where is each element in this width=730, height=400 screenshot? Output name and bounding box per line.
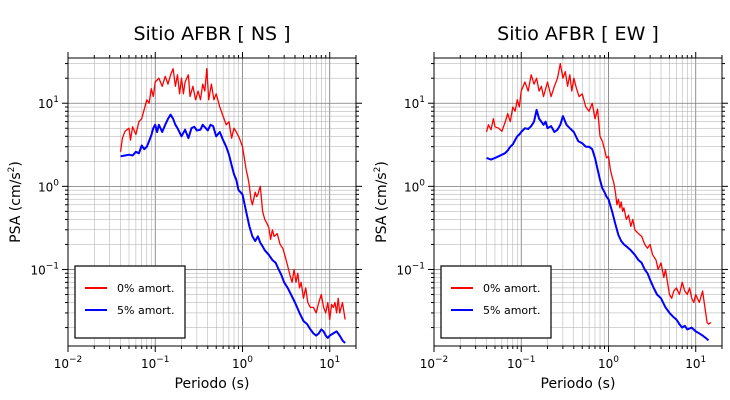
series-line-blue <box>486 108 710 342</box>
x-tick-label: 101 <box>319 355 340 371</box>
legend-box <box>74 265 186 339</box>
series-line-red <box>485 62 712 325</box>
x-tick-mantissa: 10 <box>232 357 247 371</box>
x-tick-mantissa: 10 <box>420 357 435 371</box>
series-line-red <box>119 68 346 321</box>
x-tick-exponent: 0 <box>247 355 253 365</box>
y-tick-mantissa: 10 <box>404 180 419 194</box>
y-tick-label: 10−1 <box>30 261 59 277</box>
y-tick-exponent: 1 <box>419 95 425 105</box>
y-axis-label-main: PSA (cm/s <box>8 172 24 242</box>
plot-frame <box>67 57 357 347</box>
y-tick-exponent: −1 <box>46 261 59 271</box>
x-tick-exponent: 1 <box>335 355 341 365</box>
x-tick-label: 101 <box>685 355 706 371</box>
legend-label: 5% amort. <box>117 304 174 317</box>
legend: 0% amort. 5% amort. <box>440 265 552 339</box>
x-tick-label: 10−2 <box>54 355 83 371</box>
y-tick-mantissa: 10 <box>38 97 53 111</box>
y-tick-mantissa: 10 <box>404 97 419 111</box>
legend-label: 5% amort. <box>483 304 540 317</box>
plot-frame <box>433 57 723 347</box>
legend-label: 0% amort. <box>117 282 174 295</box>
legend-label: 0% amort. <box>483 282 540 295</box>
x-axis-label: Periodo (s) <box>175 376 250 392</box>
chart-title: Sitio AFBR [ EW ] <box>497 23 659 45</box>
y-tick-mantissa: 10 <box>30 263 45 277</box>
y-tick-exponent: 0 <box>419 178 425 188</box>
x-tick-label: 10−1 <box>141 355 170 371</box>
x-tick-label: 10−2 <box>420 355 449 371</box>
y-tick-label: 10−1 <box>396 261 425 277</box>
x-tick-mantissa: 10 <box>141 357 156 371</box>
x-tick-exponent: −2 <box>435 355 448 365</box>
y-tick-mantissa: 10 <box>396 263 411 277</box>
y-tick-exponent: 1 <box>53 95 59 105</box>
y-tick-label: 101 <box>38 95 59 111</box>
x-tick-exponent: 0 <box>613 355 619 365</box>
y-tick-label: 101 <box>404 95 425 111</box>
y-tick-exponent: −1 <box>412 261 425 271</box>
y-axis-label-close: ) <box>374 161 390 166</box>
x-tick-exponent: −2 <box>69 355 82 365</box>
y-tick-exponent: 0 <box>53 178 59 188</box>
y-tick-label: 100 <box>38 178 59 194</box>
chart-title: Sitio AFBR [ NS ] <box>133 23 290 45</box>
y-axis-label: PSA (cm/s2) <box>373 161 390 243</box>
y-axis-label-superscript: 2 <box>7 167 17 173</box>
x-tick-label: 100 <box>598 355 619 371</box>
legend-box <box>440 265 552 339</box>
x-axis-label: Periodo (s) <box>541 376 616 392</box>
x-tick-mantissa: 10 <box>685 357 700 371</box>
y-tick-mantissa: 10 <box>38 180 53 194</box>
x-tick-exponent: 1 <box>701 355 707 365</box>
y-tick-label: 100 <box>404 178 425 194</box>
x-tick-mantissa: 10 <box>54 357 69 371</box>
x-tick-label: 100 <box>232 355 253 371</box>
x-tick-exponent: −1 <box>156 355 169 365</box>
x-tick-mantissa: 10 <box>598 357 613 371</box>
y-axis-label-superscript: 2 <box>373 167 383 173</box>
y-axis-label-main: PSA (cm/s <box>374 172 390 242</box>
x-tick-mantissa: 10 <box>319 357 334 371</box>
legend: 0% amort. 5% amort. <box>74 265 186 339</box>
series-line-blue <box>120 113 346 344</box>
y-axis-label-close: ) <box>8 161 24 166</box>
x-tick-exponent: −1 <box>522 355 535 365</box>
y-axis-label: PSA (cm/s2) <box>7 161 24 243</box>
x-tick-mantissa: 10 <box>507 357 522 371</box>
x-tick-label: 10−1 <box>507 355 536 371</box>
